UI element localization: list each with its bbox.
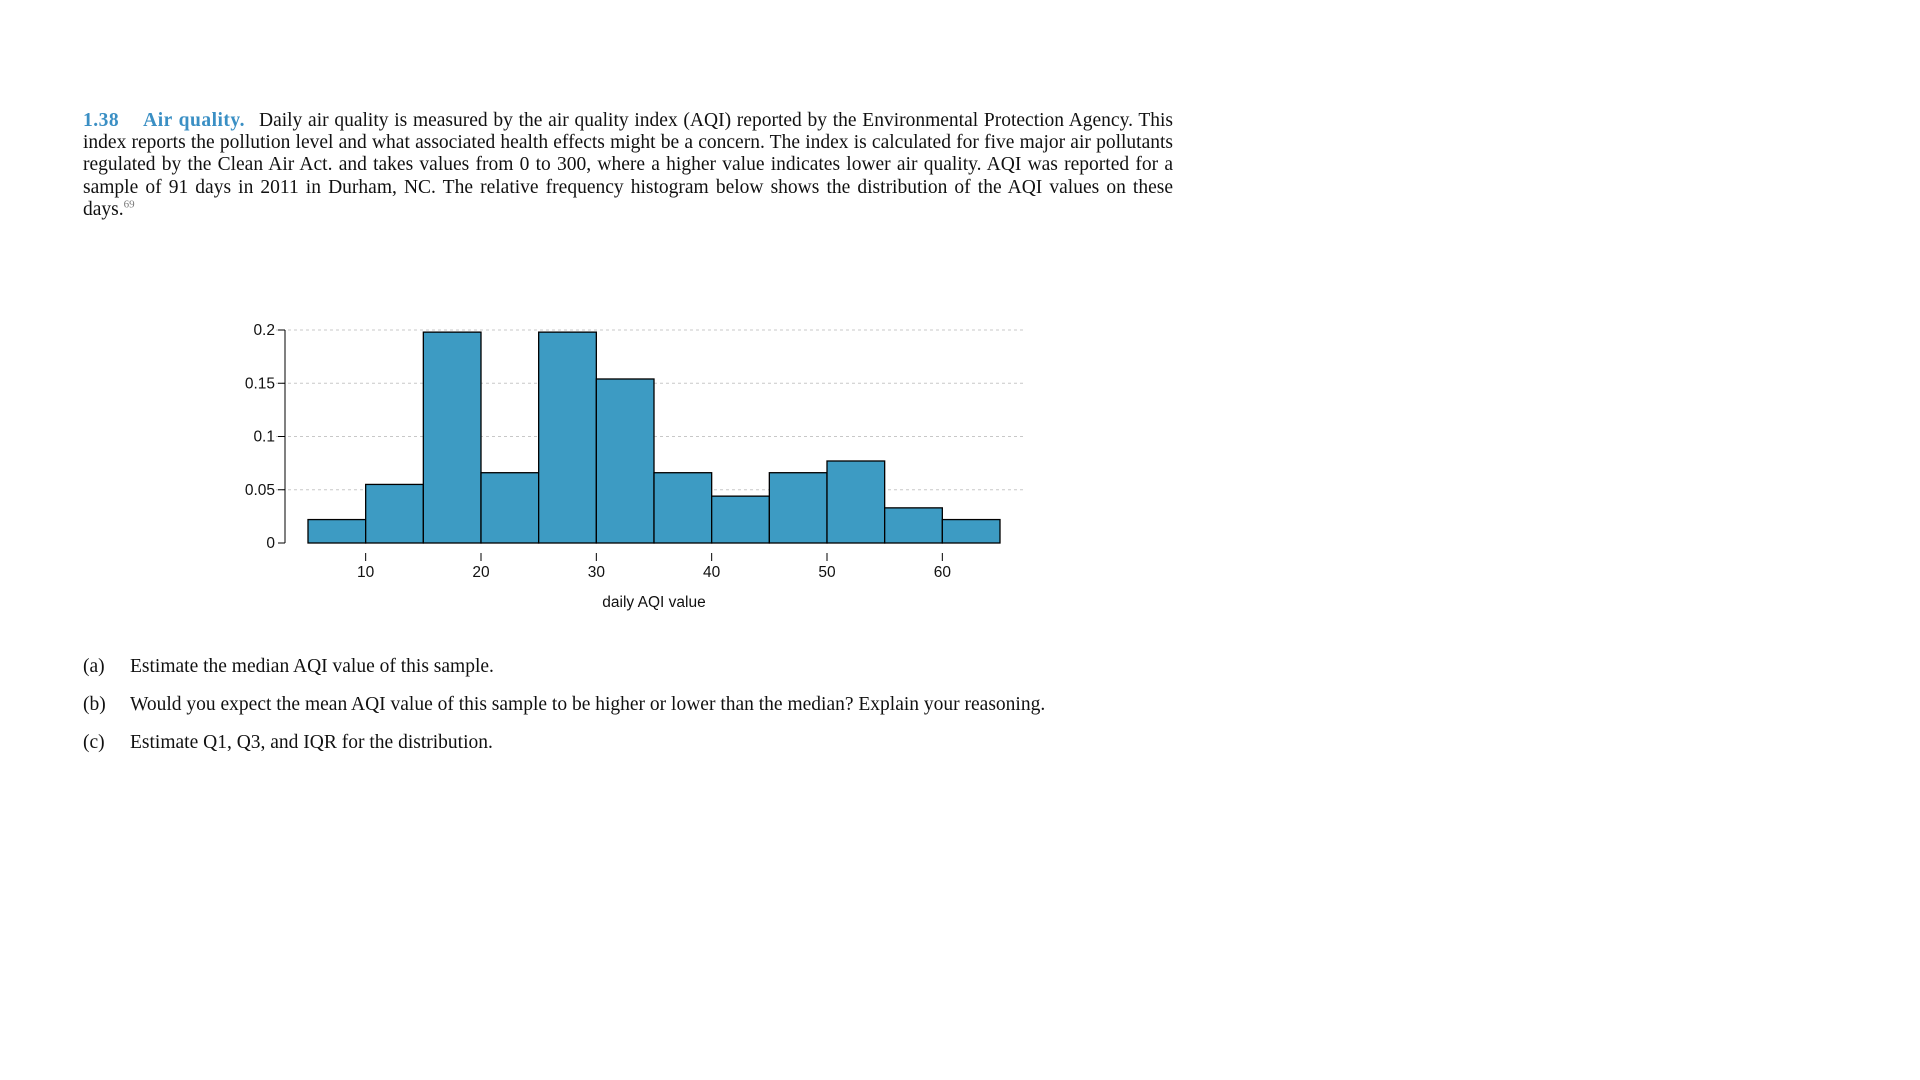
x-tick-label: 20 — [472, 564, 490, 581]
histogram-bar — [307, 518, 367, 544]
histogram-bar — [480, 472, 540, 544]
x-axis-label: daily AQI value — [602, 594, 705, 611]
x-axis: 10 20 30 40 50 60 — [357, 553, 951, 581]
histogram-bar — [538, 331, 597, 544]
question-b: (b) Would you expect the mean AQI value … — [83, 694, 1173, 716]
question-a: (a) Estimate the median AQI value of thi… — [83, 656, 1173, 678]
histogram-bar — [595, 378, 655, 544]
y-tick-label: 0.05 — [245, 482, 275, 499]
problem-number: 1.38 — [83, 110, 120, 131]
footnote-marker: 69 — [123, 198, 135, 211]
histogram-bar — [653, 472, 713, 544]
histogram-bar — [768, 472, 828, 544]
question-label: (c) — [83, 732, 105, 754]
question-label: (b) — [83, 694, 106, 716]
histogram-bar — [826, 460, 886, 544]
histogram-bar — [941, 518, 1001, 544]
y-axis: 0 0.05 0.1 0.15 0.2 — [245, 322, 286, 552]
problem-text: Daily air quality is measured by the air… — [83, 110, 1173, 220]
y-tick-label: 0.1 — [253, 429, 275, 446]
x-tick-label: 50 — [818, 564, 836, 581]
y-tick-label: 0 — [266, 535, 275, 552]
y-tick-label: 0.15 — [245, 375, 275, 392]
question-text: Estimate Q1, Q3, and IQR for the distrib… — [130, 732, 493, 754]
x-tick-label: 40 — [703, 564, 721, 581]
y-tick-label: 0.2 — [253, 322, 275, 339]
questions: (a) Estimate the median AQI value of thi… — [83, 656, 1173, 771]
question-text: Would you expect the mean AQI value of t… — [130, 694, 1046, 716]
histogram-bar — [884, 507, 943, 544]
histogram-bar — [365, 483, 424, 544]
problem-statement: 1.38 Air quality. Daily air quality is mea… — [83, 110, 1173, 221]
question-label: (a) — [83, 656, 105, 677]
question-c: (c) Estimate Q1, Q3, and IQR for the dis… — [83, 732, 1173, 754]
histogram-bar — [422, 331, 482, 544]
histogram-bars — [307, 331, 1001, 544]
x-tick-label: 60 — [934, 564, 952, 581]
question-text: Estimate the median AQI value of this sa… — [130, 656, 494, 677]
x-tick-label: 30 — [588, 564, 606, 581]
problem-title: Air quality. — [143, 110, 245, 131]
x-tick-label: 10 — [357, 564, 375, 581]
histogram-bar — [711, 495, 770, 544]
